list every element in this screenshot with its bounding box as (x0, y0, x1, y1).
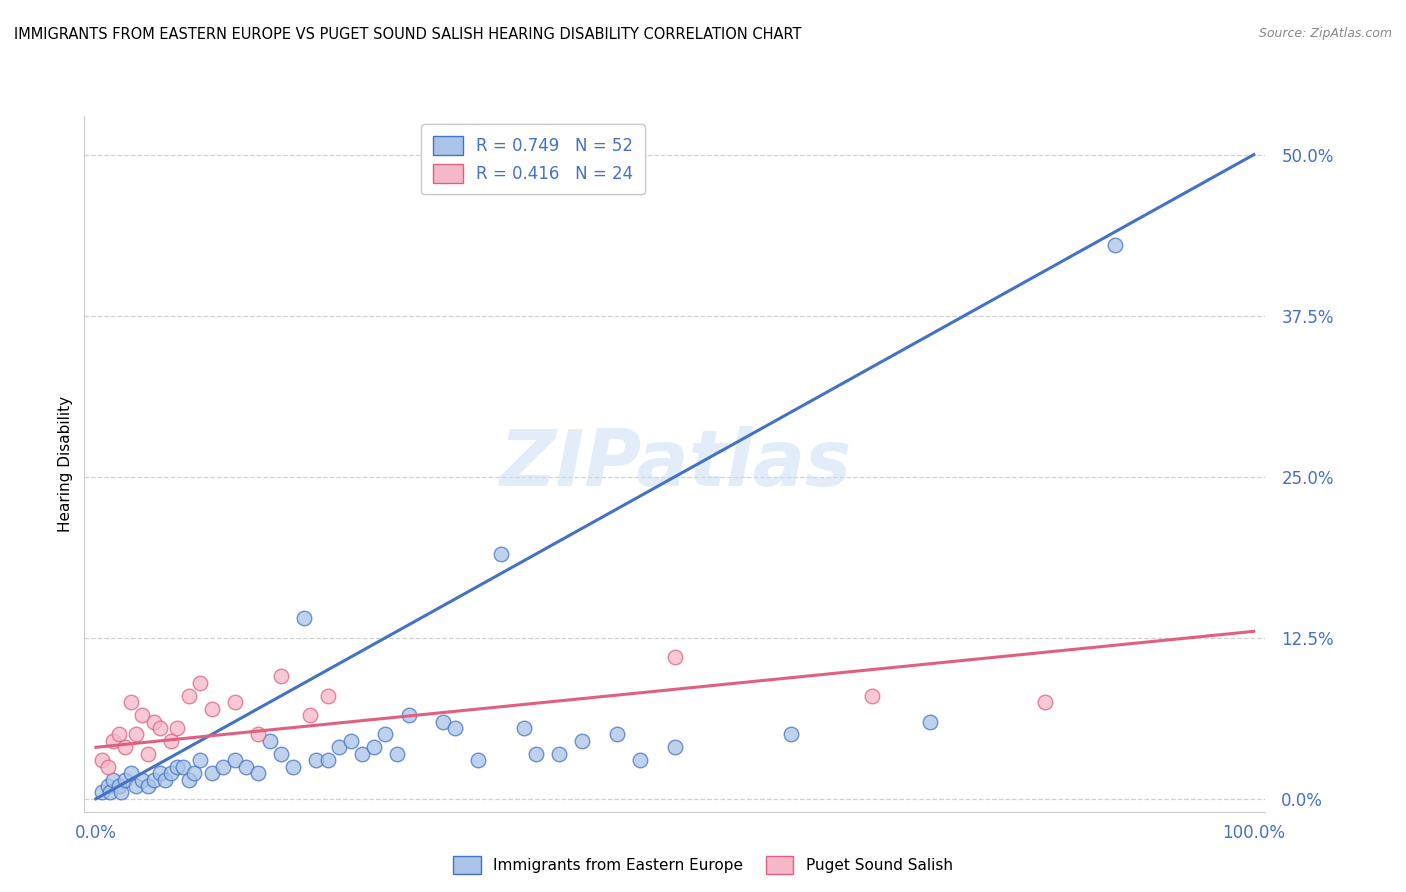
Legend: Immigrants from Eastern Europe, Puget Sound Salish: Immigrants from Eastern Europe, Puget So… (447, 850, 959, 880)
Point (1104, 237, 1126, 252)
Point (374, 727, 396, 741)
Point (281, 759, 304, 773)
Point (548, 747, 571, 761)
Point (96, 779, 118, 793)
Point (120, 695, 142, 709)
Point (328, 740, 350, 755)
Point (432, 714, 454, 729)
Point (149, 766, 172, 780)
Point (120, 766, 142, 780)
Point (212, 759, 235, 773)
Point (270, 747, 292, 761)
Point (489, 547, 512, 561)
Point (114, 740, 136, 755)
Point (628, 753, 651, 767)
Point (177, 689, 200, 703)
Point (444, 721, 467, 735)
Text: ZIPatlas: ZIPatlas (499, 425, 851, 502)
Point (1035, 695, 1057, 709)
Point (305, 753, 328, 767)
Point (259, 734, 281, 748)
Point (779, 727, 801, 741)
Point (136, 779, 159, 793)
Point (524, 747, 547, 761)
Point (606, 727, 628, 741)
Point (270, 669, 292, 683)
Point (398, 708, 420, 723)
Point (149, 721, 172, 735)
Point (98, 785, 121, 799)
Point (177, 772, 200, 787)
Point (160, 766, 183, 780)
Point (166, 721, 188, 735)
Legend: R = 0.749   N = 52, R = 0.416   N = 24: R = 0.749 N = 52, R = 0.416 N = 24 (422, 124, 645, 194)
Point (160, 734, 183, 748)
Point (108, 779, 131, 793)
Point (235, 759, 257, 773)
Point (316, 689, 339, 703)
Point (513, 721, 536, 735)
Point (183, 766, 205, 780)
Point (224, 753, 246, 767)
Point (103, 772, 125, 787)
Point (664, 740, 686, 755)
Point (860, 689, 883, 703)
Point (114, 772, 136, 787)
Point (201, 766, 224, 780)
Point (131, 772, 153, 787)
Point (166, 759, 188, 773)
Point (292, 611, 315, 625)
Point (316, 753, 339, 767)
Text: IMMIGRANTS FROM EASTERN EUROPE VS PUGET SOUND SALISH HEARING DISABILITY CORRELAT: IMMIGRANTS FROM EASTERN EUROPE VS PUGET … (14, 27, 801, 42)
Point (385, 747, 408, 761)
Point (90, 753, 112, 767)
Point (571, 734, 593, 748)
Point (299, 708, 322, 723)
Point (224, 695, 246, 709)
Point (172, 759, 194, 773)
Point (363, 740, 385, 755)
Point (918, 714, 941, 729)
Point (188, 676, 211, 690)
Point (110, 785, 132, 799)
Point (90, 785, 112, 799)
Point (352, 747, 374, 761)
Point (155, 772, 177, 787)
Point (142, 772, 165, 787)
Point (201, 701, 224, 715)
Y-axis label: Hearing Disability: Hearing Disability (58, 396, 73, 532)
Point (108, 727, 131, 741)
Point (142, 714, 165, 729)
Point (188, 753, 211, 767)
Point (247, 766, 270, 780)
Point (136, 747, 159, 761)
Point (664, 650, 686, 665)
Point (247, 727, 270, 741)
Point (103, 734, 125, 748)
Point (131, 708, 153, 723)
Point (96, 759, 118, 773)
Text: Source: ZipAtlas.com: Source: ZipAtlas.com (1258, 27, 1392, 40)
Point (339, 734, 361, 748)
Point (467, 753, 489, 767)
Point (125, 727, 148, 741)
Point (125, 779, 148, 793)
